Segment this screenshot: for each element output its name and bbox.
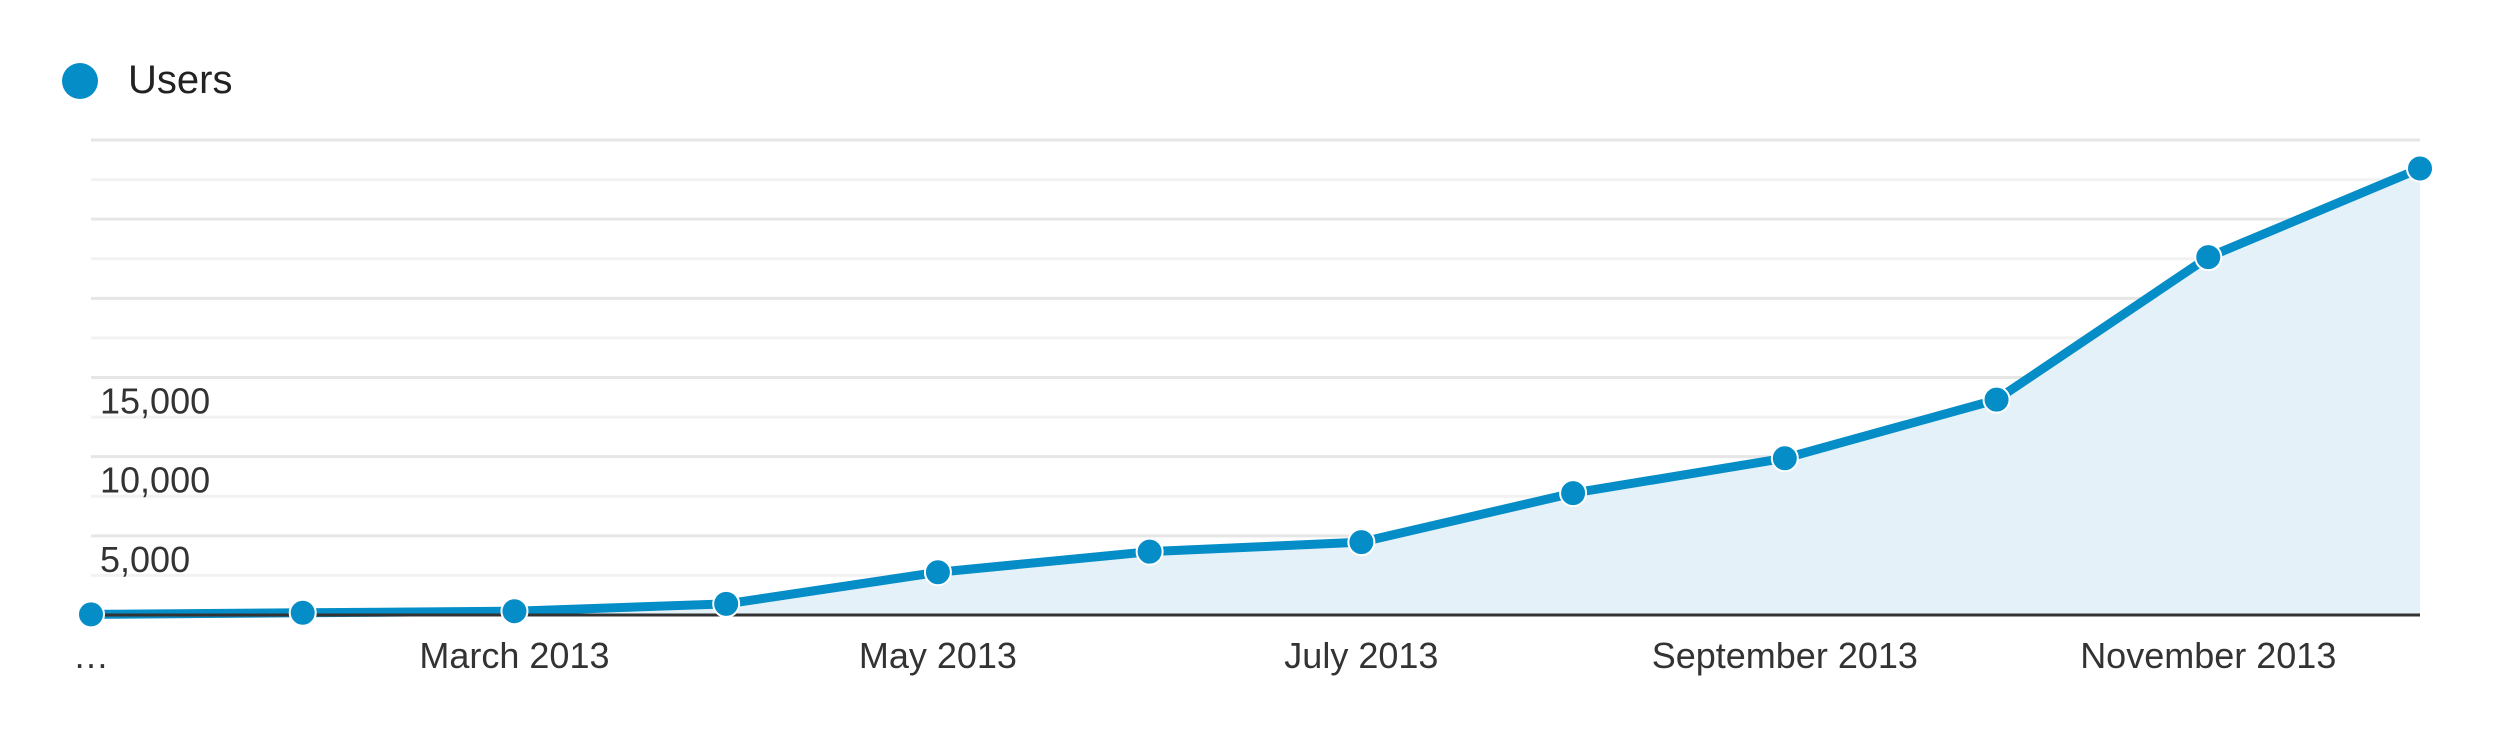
x-tick-label: May 2013 xyxy=(859,635,1017,676)
x-tick-label: November 2013 xyxy=(2080,635,2336,676)
x-tick-label: July 2013 xyxy=(1284,635,1438,676)
y-tick-label: 5,000 xyxy=(100,539,190,580)
data-point[interactable] xyxy=(923,558,952,587)
circle-dot-icon xyxy=(62,62,98,99)
y-tick-label: 10,000 xyxy=(100,460,210,501)
data-point[interactable] xyxy=(1770,444,1799,473)
data-points xyxy=(77,154,2434,629)
data-point[interactable] xyxy=(712,589,741,618)
data-point[interactable] xyxy=(500,597,529,626)
series-line xyxy=(90,164,2422,619)
data-point[interactable] xyxy=(77,600,105,629)
data-point[interactable] xyxy=(1982,385,2011,414)
data-point[interactable] xyxy=(2194,243,2223,272)
area-fill xyxy=(91,168,2420,615)
x-tick-label: March 2013 xyxy=(419,635,609,676)
x-tick-label: … xyxy=(73,635,109,676)
x-tick-labels: … March 2013 May 2013 July 2013 September 20… xyxy=(73,635,2336,676)
data-point[interactable] xyxy=(288,598,317,627)
legend-label: Users xyxy=(128,58,233,102)
data-point[interactable] xyxy=(1559,479,1588,508)
y-tick-labels: 5,000 10,000 15,000 xyxy=(100,381,210,580)
y-tick-label: 15,000 xyxy=(100,381,210,422)
x-tick-label: September 2013 xyxy=(1652,635,1918,676)
data-point[interactable] xyxy=(1135,537,1164,566)
data-point[interactable] xyxy=(1347,528,1376,557)
legend: Users xyxy=(62,58,232,103)
data-point[interactable] xyxy=(2406,154,2434,183)
